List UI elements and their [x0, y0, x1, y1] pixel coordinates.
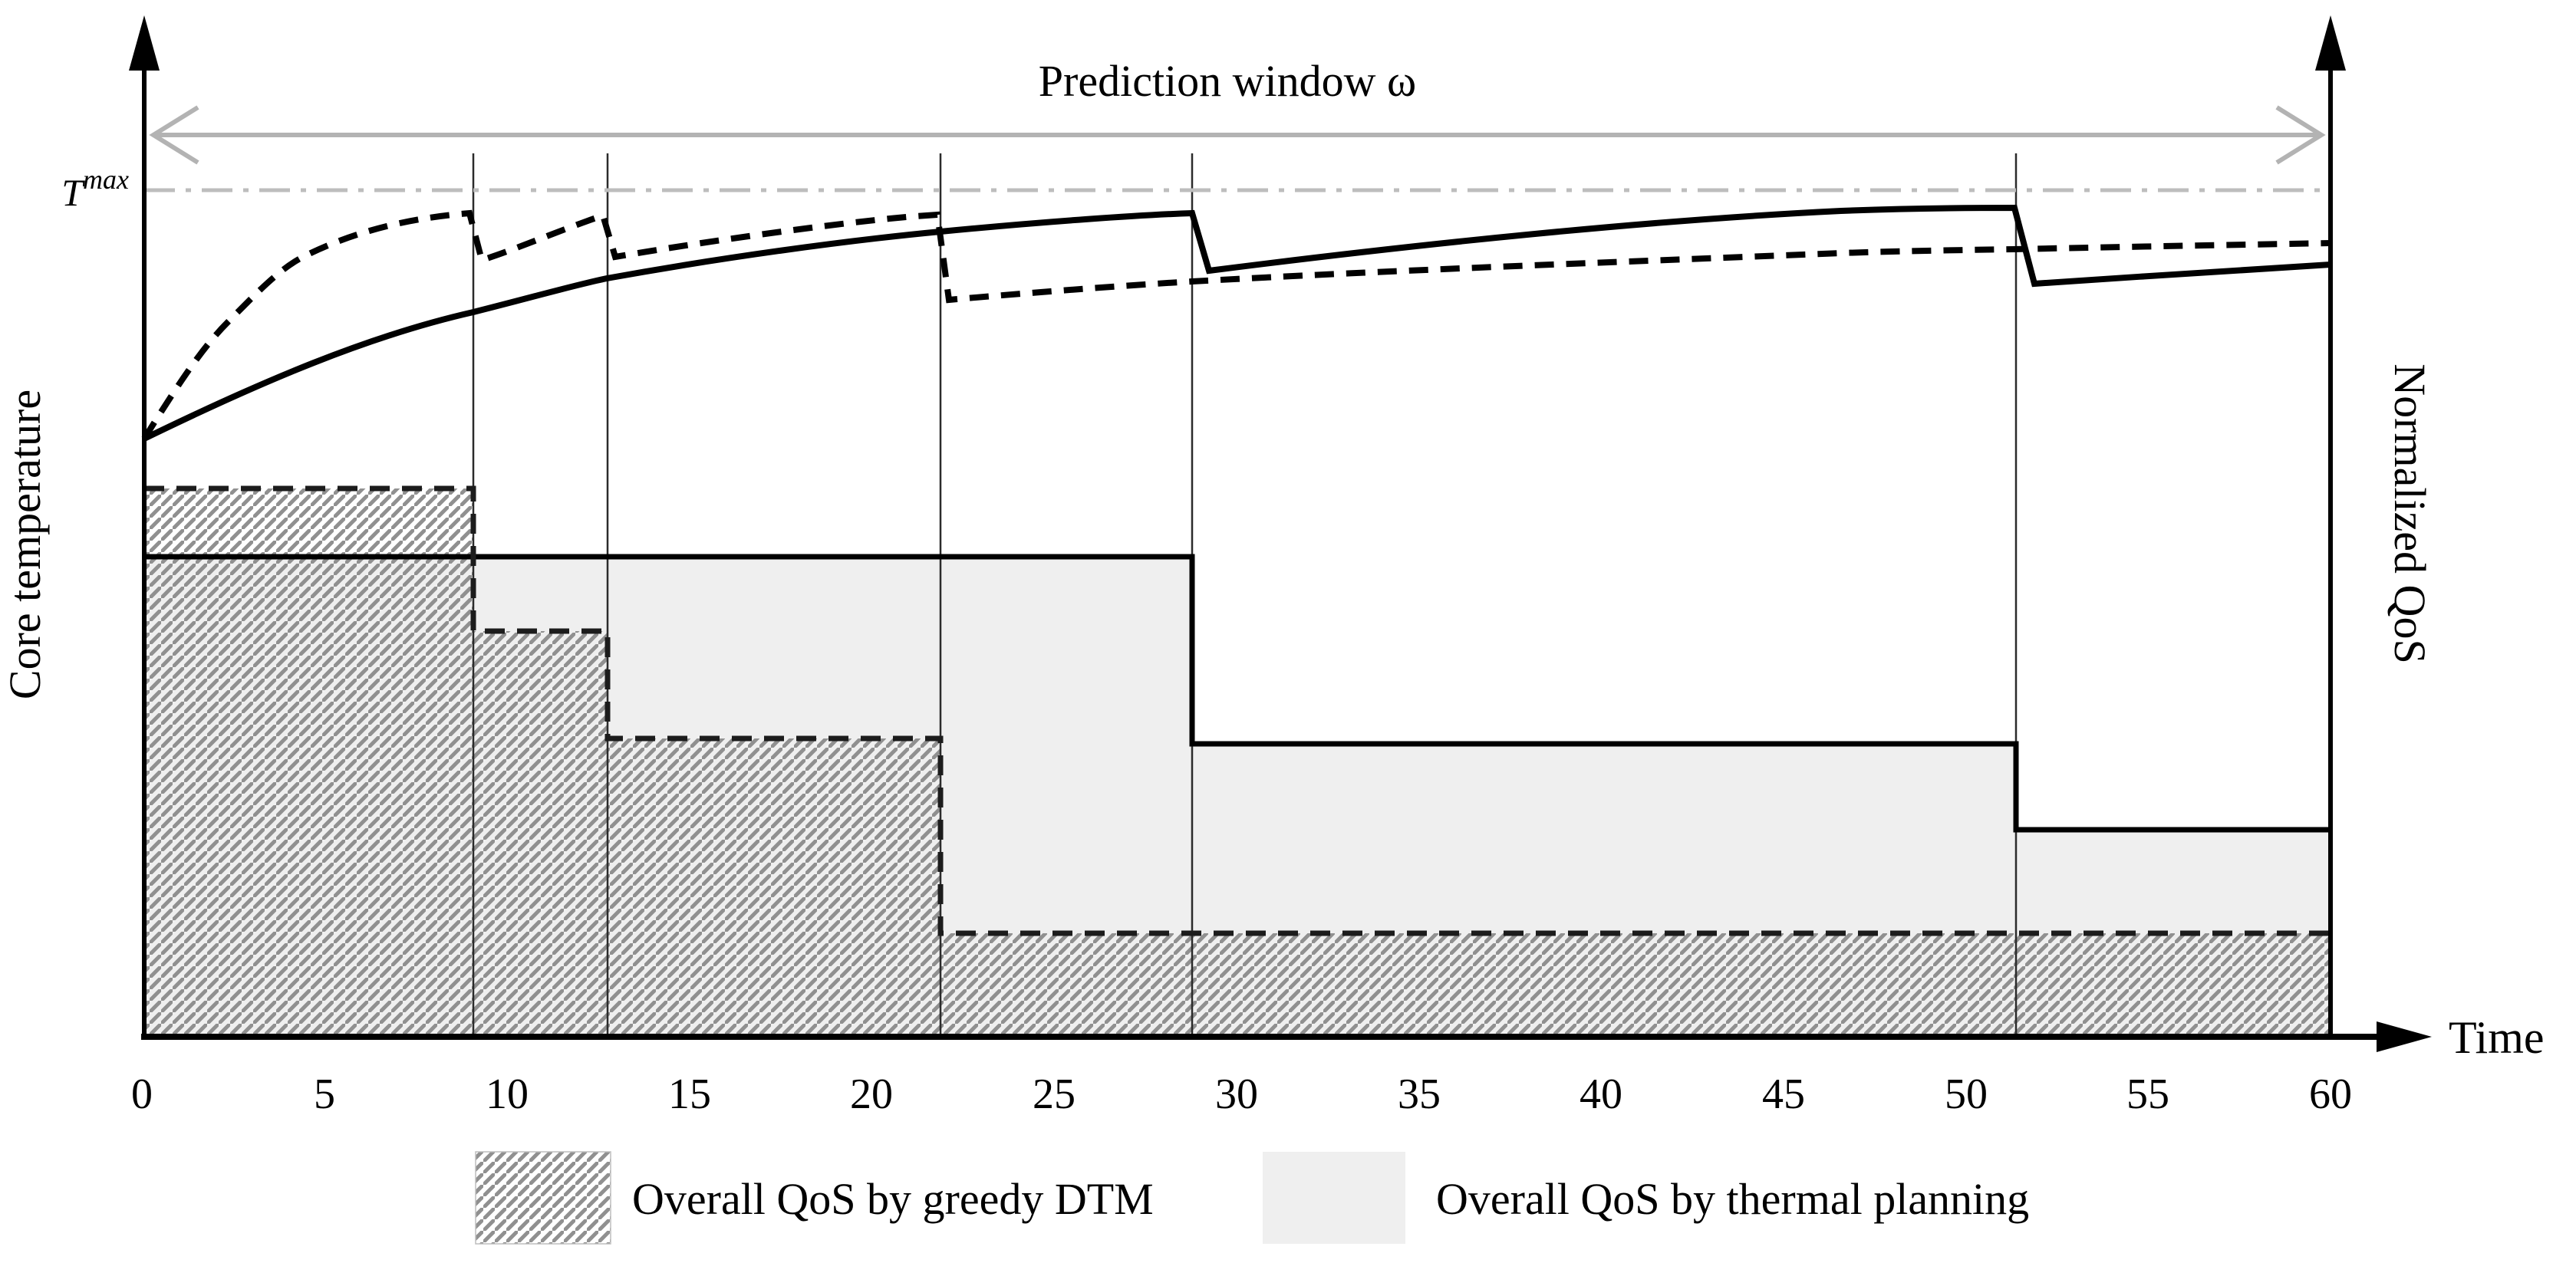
legend-label-greedy: Overall QoS by greedy DTM: [632, 1174, 1154, 1224]
y-axis-right-arrow-icon: [2315, 15, 2346, 71]
x-tick: 55: [2126, 1071, 2169, 1118]
greedy-qos-area-hatch: [144, 488, 2331, 1037]
x-tick: 0: [131, 1071, 153, 1118]
greedy-qos-border: [144, 485, 2331, 936]
x-tick: 5: [314, 1071, 335, 1118]
tmax-base: T: [61, 171, 85, 214]
temperature-curve-greedy-dashed: [141, 209, 2331, 441]
x-tick: 30: [1215, 1071, 1258, 1118]
prediction-window-label: Prediction window ω: [1039, 56, 1416, 106]
legend-swatch-thermal: [1263, 1152, 1405, 1244]
x-tick-labels: 0 5 10 15 20 25 30 35 40 45 50 55 60: [131, 1071, 2352, 1118]
left-axis-label: Core temperature: [0, 390, 50, 699]
x-tick: 35: [1398, 1071, 1441, 1118]
legend: Overall QoS by greedy DTM Overall QoS by…: [475, 1151, 2029, 1245]
x-tick: 60: [2309, 1071, 2352, 1118]
x-tick: 10: [486, 1071, 529, 1118]
y-axis-left-arrow-icon: [129, 15, 160, 71]
legend-label-thermal: Overall QoS by thermal planning: [1436, 1174, 2029, 1224]
tmax-sup: max: [83, 164, 129, 195]
prediction-window-arrow: [149, 105, 2326, 165]
right-axis-label: Normalized QoS: [2385, 363, 2435, 663]
x-tick: 45: [1762, 1071, 1805, 1118]
temperature-curve-thermal-solid: [143, 204, 2331, 442]
legend-swatch-greedy: [475, 1151, 611, 1245]
x-axis-label: Time: [2449, 1012, 2545, 1063]
x-tick: 25: [1033, 1071, 1076, 1118]
x-tick: 40: [1580, 1071, 1622, 1118]
thermal-qos-border: [144, 554, 2331, 833]
x-tick: 20: [850, 1071, 893, 1118]
x-tick: 50: [1945, 1071, 1988, 1118]
x-axis-arrow-icon: [2377, 1021, 2432, 1052]
arrow-head-left-icon: [149, 105, 199, 165]
arrow-head-right-icon: [2275, 105, 2326, 165]
x-tick: 15: [668, 1071, 711, 1118]
tmax-label: Tmax: [61, 164, 129, 214]
